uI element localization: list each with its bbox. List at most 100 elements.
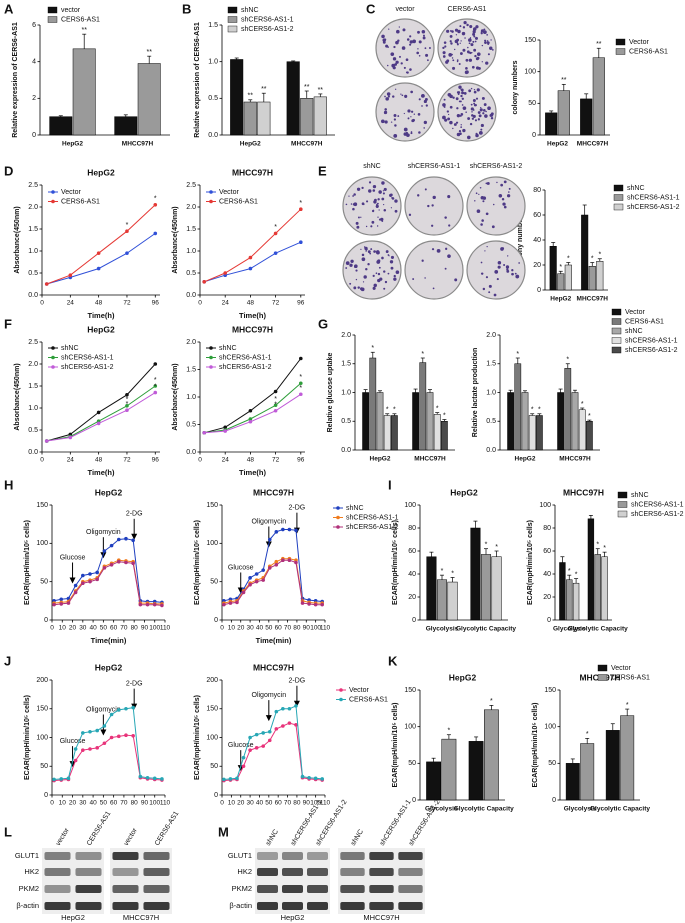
colony <box>474 40 477 43</box>
x-tick-label: 80 <box>131 800 139 807</box>
panel-letter: A <box>4 1 14 16</box>
colony <box>456 59 459 61</box>
y-tick-label: 1.0 <box>186 248 196 255</box>
colony <box>376 203 378 206</box>
colony <box>469 51 472 55</box>
colony <box>481 61 483 63</box>
colony <box>361 186 364 190</box>
legend-label: shCERS6-AS1-2 <box>219 364 272 371</box>
colony <box>455 97 459 101</box>
colony <box>390 207 392 209</box>
colony <box>444 45 447 48</box>
colony <box>393 277 397 281</box>
colony <box>385 250 389 253</box>
bar <box>447 581 458 621</box>
colony <box>470 43 474 47</box>
y-tick-label: 0.0 <box>28 449 38 456</box>
colony <box>368 181 372 184</box>
blot-band <box>340 868 365 876</box>
bar <box>313 96 327 136</box>
colony <box>392 95 395 98</box>
x-tick-label: 20 <box>69 800 77 807</box>
colony <box>460 124 462 126</box>
bar <box>559 562 566 621</box>
point <box>73 583 78 588</box>
colony <box>479 186 482 189</box>
colony <box>475 25 479 29</box>
x-tick-label: 110 <box>160 625 171 632</box>
x-tick-label: 48 <box>95 457 103 464</box>
colony <box>349 263 353 267</box>
plate <box>375 82 435 142</box>
colony <box>454 48 456 51</box>
colony <box>370 248 373 251</box>
colony <box>456 42 459 45</box>
colony <box>386 92 391 96</box>
legend-swatch <box>615 38 626 46</box>
colony <box>431 248 435 251</box>
point <box>299 207 303 211</box>
significance: * <box>126 401 129 408</box>
y-tick-label: 2.0 <box>28 361 38 368</box>
blot-band <box>307 852 328 860</box>
colony <box>407 117 410 120</box>
colony <box>472 99 476 103</box>
x-tick-label: 60 <box>275 625 283 632</box>
colony <box>403 112 405 115</box>
bar <box>594 554 601 621</box>
colony <box>388 255 390 257</box>
point <box>124 706 128 711</box>
y-tick-label: 1.0 <box>28 405 38 412</box>
point <box>223 425 227 430</box>
colony <box>384 95 386 98</box>
bar <box>596 261 604 291</box>
x-tick-label: 60 <box>275 800 283 807</box>
colony <box>417 194 420 197</box>
legend-label: Vector <box>219 189 240 196</box>
colony <box>447 92 452 97</box>
colony <box>421 259 424 262</box>
panel-letter: L <box>4 824 12 839</box>
colony <box>452 59 455 62</box>
colony <box>367 263 370 266</box>
colony <box>360 216 362 218</box>
chart-title: HepG2 <box>87 324 115 334</box>
colony <box>442 103 446 107</box>
legend-marker <box>339 697 343 702</box>
legend-marker <box>336 525 340 529</box>
chart-title: HepG2 <box>449 672 477 682</box>
y-tick-label: 40 <box>533 237 541 244</box>
colony <box>390 121 393 123</box>
x-tick-label: 0 <box>198 457 202 464</box>
colony <box>393 134 398 138</box>
point <box>307 602 311 606</box>
arrow-head <box>293 700 300 707</box>
point <box>248 576 252 580</box>
colony <box>418 54 421 57</box>
colony <box>481 44 484 47</box>
point <box>267 738 272 743</box>
x-tick-label: HepG2 <box>240 141 261 148</box>
point <box>109 735 114 740</box>
colony <box>464 37 466 39</box>
significance: * <box>154 383 157 390</box>
colony <box>501 198 505 201</box>
x-tick-label: 96 <box>152 457 160 464</box>
point <box>44 439 49 443</box>
colony <box>451 53 453 56</box>
x-tick-label: HepG2 <box>515 456 536 463</box>
point <box>241 590 246 595</box>
colony <box>491 49 494 51</box>
colony <box>390 255 395 259</box>
y-axis-label: colony numbers <box>512 60 519 114</box>
point <box>274 709 279 714</box>
bar <box>587 518 595 621</box>
bar <box>480 554 492 621</box>
y-tick-label: 0.5 <box>208 95 218 102</box>
colony <box>353 202 358 207</box>
lane-label: vector <box>55 827 71 847</box>
y-tick-label: 20 <box>408 594 416 601</box>
colony <box>393 274 396 278</box>
colony <box>447 195 451 199</box>
colony <box>403 127 408 132</box>
